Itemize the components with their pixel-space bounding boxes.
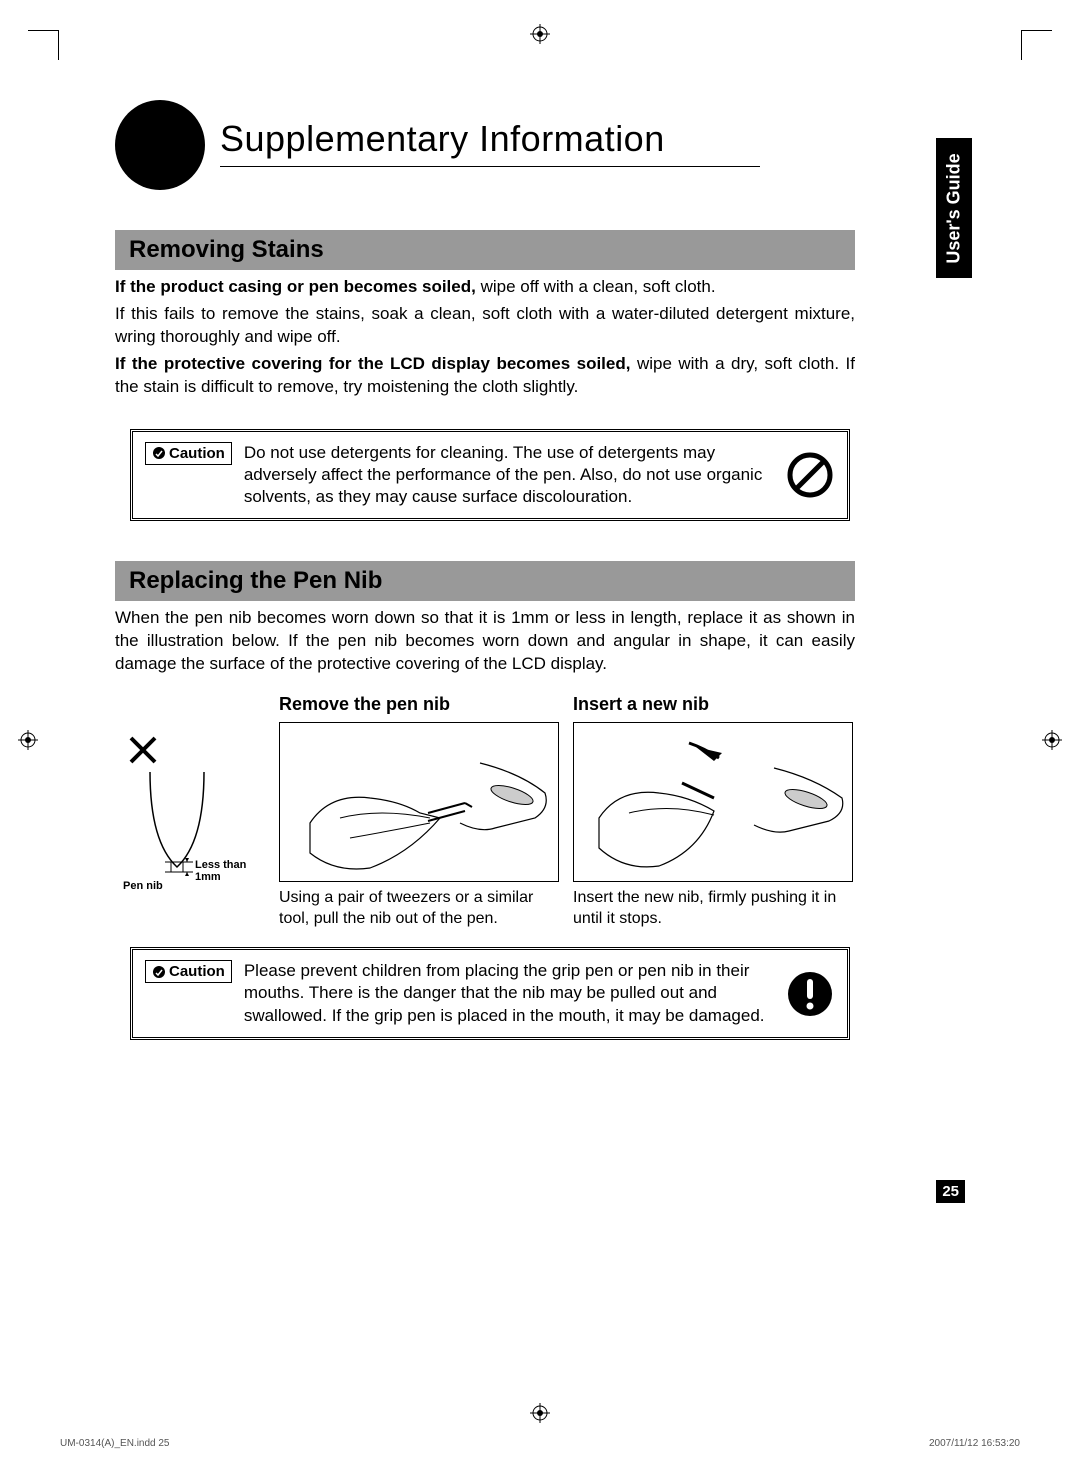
remove-caption: Using a pair of tweezers or a similar to… bbox=[279, 888, 559, 930]
crop-mark bbox=[58, 30, 59, 60]
registration-mark-icon bbox=[530, 1403, 550, 1423]
paragraph: If this fails to remove the stains, soak… bbox=[115, 303, 855, 349]
less-than-label: Less than 1mm bbox=[195, 859, 265, 882]
text: wipe off with a clean, soft cloth. bbox=[476, 277, 716, 296]
warning-icon bbox=[785, 969, 835, 1019]
chapter-bullet-icon bbox=[115, 100, 205, 190]
registration-mark-icon bbox=[18, 730, 38, 750]
caution-text: Please prevent children from placing the… bbox=[244, 960, 773, 1026]
caution-label: Caution bbox=[145, 960, 232, 983]
remove-nib-drawing bbox=[280, 723, 559, 882]
bold-text: If the product casing or pen becomes soi… bbox=[115, 277, 476, 296]
section-replacing-nib: Replacing the Pen Nib When the pen nib b… bbox=[115, 561, 955, 1040]
chapter-header: Supplementary Information bbox=[115, 100, 955, 190]
caution-box: Caution Please prevent children from pla… bbox=[130, 947, 850, 1039]
caution-hand-icon bbox=[152, 446, 166, 460]
caution-text: Do not use detergents for cleaning. The … bbox=[244, 442, 773, 508]
section-heading-removing-stains: Removing Stains bbox=[115, 230, 855, 270]
prohibit-icon bbox=[785, 450, 835, 500]
insert-heading: Insert a new nib bbox=[573, 694, 853, 716]
paragraph: When the pen nib becomes worn down so th… bbox=[115, 607, 855, 676]
page-number: 25 bbox=[936, 1180, 965, 1203]
footer-right: 2007/11/12 16:53:20 bbox=[929, 1438, 1020, 1449]
illustration-insert-nib: Insert a new nib Insert the new nib, fir… bbox=[573, 694, 853, 930]
footer-left: UM-0314(A)_EN.indd 25 bbox=[60, 1438, 170, 1449]
illus-heading-blank bbox=[115, 694, 265, 716]
paragraph: If the product casing or pen becomes soi… bbox=[115, 276, 855, 299]
crop-mark bbox=[1022, 30, 1052, 31]
bold-text: If the protective covering for the LCD d… bbox=[115, 354, 630, 373]
paragraph: If the protective covering for the LCD d… bbox=[115, 353, 855, 399]
caution-box: Caution Do not use detergents for cleani… bbox=[130, 429, 850, 521]
caution-label: Caution bbox=[145, 442, 232, 465]
illustration-worn-nib: Less than 1mm Pen nib bbox=[115, 694, 265, 930]
remove-heading: Remove the pen nib bbox=[279, 694, 559, 716]
illustration-row: Less than 1mm Pen nib Remove the pen nib bbox=[115, 694, 855, 930]
illustration-remove-nib: Remove the pen nib Using a pair of bbox=[279, 694, 559, 930]
caution-label-text: Caution bbox=[169, 963, 225, 980]
registration-mark-icon bbox=[1042, 730, 1062, 750]
crop-mark bbox=[28, 30, 58, 31]
section-heading-replacing-nib: Replacing the Pen Nib bbox=[115, 561, 855, 601]
page-content: Supplementary Information Removing Stain… bbox=[115, 100, 955, 1070]
insert-nib-drawing bbox=[574, 723, 853, 882]
footer: UM-0314(A)_EN.indd 25 2007/11/12 16:53:2… bbox=[60, 1438, 1020, 1449]
crop-mark bbox=[1021, 30, 1022, 60]
registration-mark-icon bbox=[530, 24, 550, 44]
worn-nib-diagram bbox=[115, 722, 265, 882]
caution-label-text: Caution bbox=[169, 445, 225, 462]
pen-nib-label: Pen nib bbox=[123, 880, 273, 892]
caution-hand-icon bbox=[152, 965, 166, 979]
insert-caption: Insert the new nib, firmly pushing it in… bbox=[573, 888, 853, 930]
chapter-title: Supplementary Information bbox=[220, 118, 760, 167]
